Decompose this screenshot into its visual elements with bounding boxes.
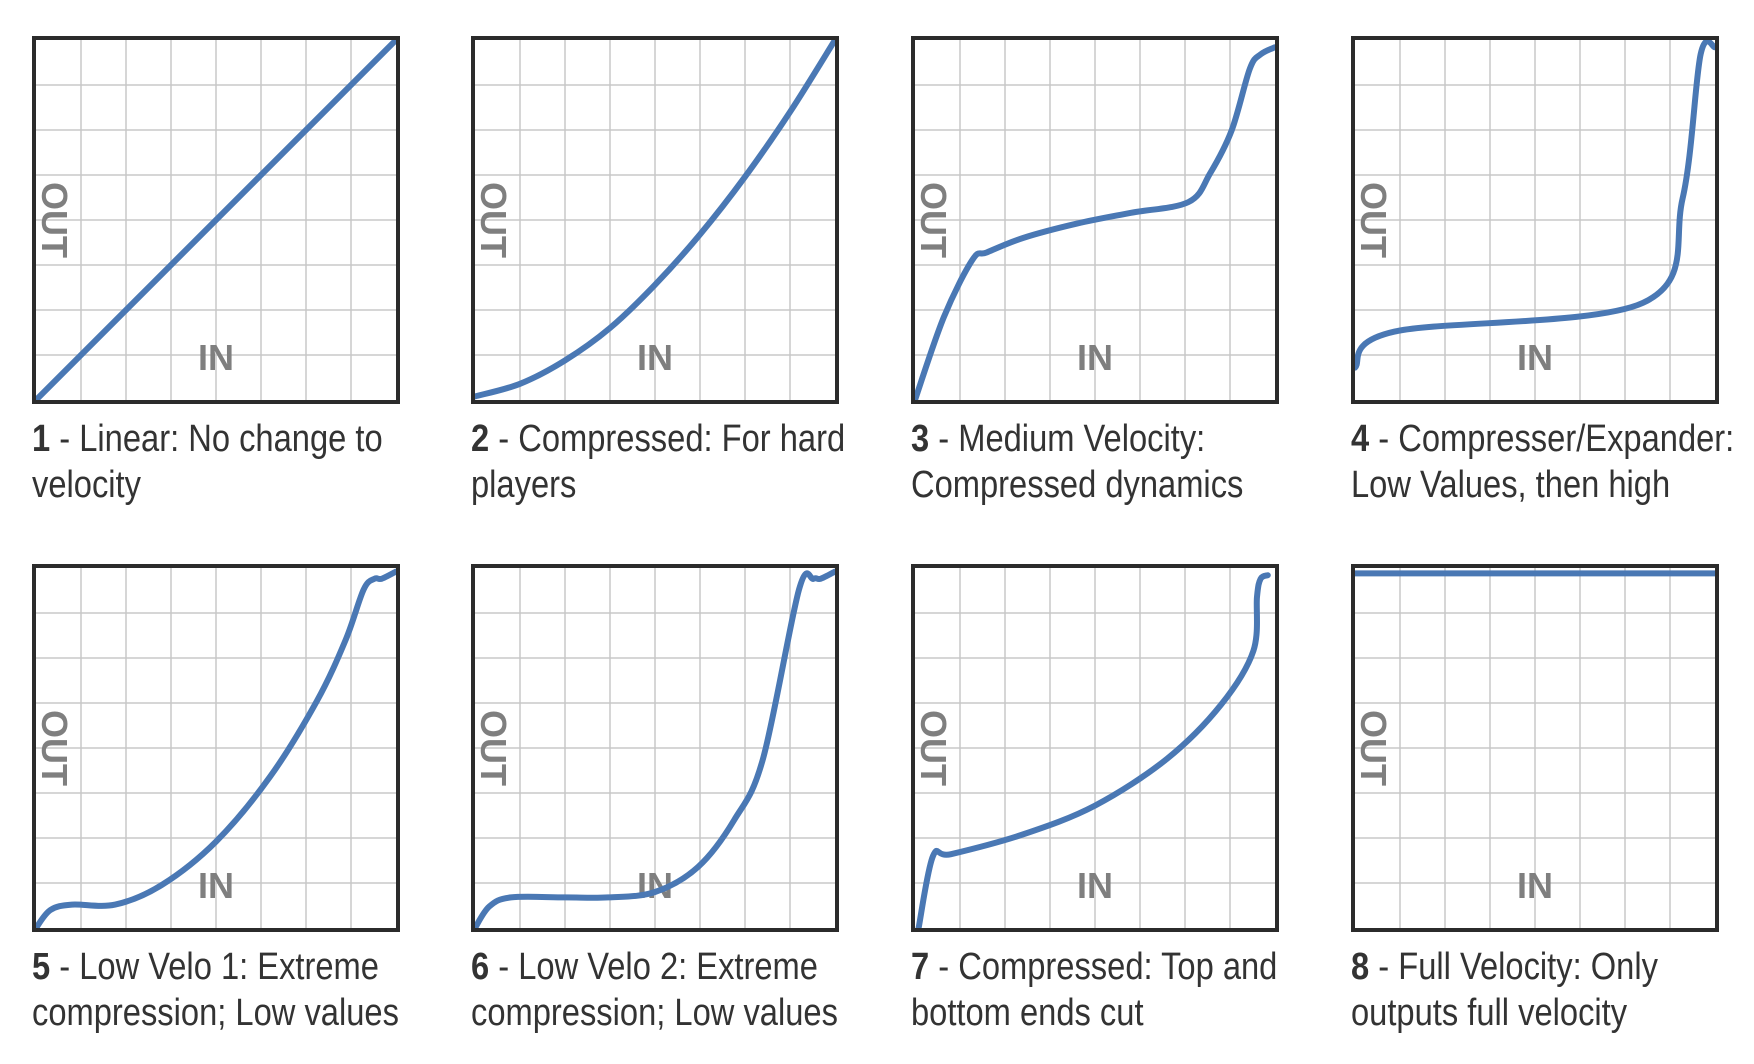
caption-line2: Compressed dynamics [911, 464, 1244, 506]
chart-caption: 5 - Low Velo 1: Extreme compression; Low … [32, 946, 399, 1034]
caption-line2: Low Values, then high [1351, 464, 1671, 506]
velocity-curve-line [472, 37, 838, 400]
caption-line2: velocity [32, 464, 141, 506]
y-axis-label: OUT [34, 710, 75, 786]
caption-line2: compression; Low values [471, 992, 838, 1034]
x-axis-label: IN [1077, 865, 1113, 906]
caption-line1: Medium Velocity: [958, 418, 1206, 460]
plot-area: IN OUT [1351, 36, 1719, 404]
caption-line1: Low Velo 1: Extreme [79, 946, 379, 988]
chart-caption: 7 - Compressed: Top and bottom ends cut [911, 946, 1278, 1034]
caption-line1: Linear: No change to [79, 418, 383, 460]
caption-line1: Compressed: For hard [518, 418, 846, 460]
plot-area: IN OUT [471, 564, 839, 932]
velocity-curve-chart: IN OUT [911, 564, 1279, 932]
caption-line1: Low Velo 2: Extreme [518, 946, 818, 988]
caption-line2: outputs full velocity [1351, 992, 1628, 1034]
plot-frame [471, 564, 839, 932]
x-axis-label: IN [1517, 337, 1553, 378]
chart-caption: 6 - Low Velo 2: Extreme compression; Low … [471, 946, 838, 1034]
caption-number: 4 [1351, 418, 1370, 460]
velocity-curve-chart: IN OUT [32, 36, 400, 404]
caption-number: 3 [911, 418, 930, 460]
caption-number: 5 [32, 946, 51, 988]
x-axis-label: IN [198, 337, 234, 378]
caption-number: 8 [1351, 946, 1370, 988]
velocity-curve-chart: IN OUT [1351, 36, 1719, 404]
plot-area: IN OUT [911, 564, 1279, 932]
velocity-curve-line [912, 44, 1278, 403]
plot-area: IN OUT [911, 36, 1279, 404]
velocity-curve-chart: IN OUT [911, 36, 1279, 404]
plot-frame [471, 36, 839, 404]
plot-frame [1351, 564, 1719, 932]
velocity-curve-line [1352, 38, 1718, 371]
plot-frame [911, 564, 1279, 932]
y-axis-label: OUT [1353, 710, 1394, 786]
plot-area: IN OUT [1351, 564, 1719, 932]
caption-number: 7 [911, 946, 930, 988]
caption-line2: compression; Low values [32, 992, 399, 1034]
velocity-curve-line [33, 568, 399, 931]
caption-number: 6 [471, 946, 490, 988]
x-axis-label: IN [637, 337, 673, 378]
plot-area: IN OUT [32, 564, 400, 932]
y-axis-label: OUT [473, 182, 514, 258]
y-axis-label: OUT [1353, 182, 1394, 258]
y-axis-label: OUT [473, 710, 514, 786]
caption-number: 2 [471, 418, 490, 460]
caption-line2: bottom ends cut [911, 992, 1144, 1034]
velocity-curve-line [915, 572, 1271, 931]
velocity-curve-chart: IN OUT [471, 36, 839, 404]
caption-line1: Compresser/Expander: [1398, 418, 1735, 460]
caption-line1: Full Velocity: Only [1398, 946, 1658, 988]
caption-number: 1 [32, 418, 51, 460]
y-axis-label: OUT [34, 182, 75, 258]
y-axis-label: OUT [913, 710, 954, 786]
plot-area: IN OUT [32, 36, 400, 404]
plot-frame [1351, 36, 1719, 404]
plot-frame [32, 564, 400, 932]
velocity-curve-chart: IN OUT [1351, 564, 1719, 932]
plot-frame [32, 36, 400, 404]
caption-line1: Compressed: Top and [958, 946, 1278, 988]
y-axis-label: OUT [913, 182, 954, 258]
chart-caption: 1 - Linear: No change to velocity [32, 418, 383, 506]
x-axis-label: IN [1517, 865, 1553, 906]
chart-caption: 3 - Medium Velocity: Compressed dynamics [911, 418, 1244, 506]
velocity-curve-chart: IN OUT [32, 564, 400, 932]
x-axis-label: IN [198, 865, 234, 906]
chart-caption: 4 - Compresser/Expander: Low Values, then… [1351, 418, 1735, 506]
chart-caption: 2 - Compressed: For hard players [471, 418, 846, 506]
plot-frame [911, 36, 1279, 404]
chart-caption: 8 - Full Velocity: Only outputs full velo… [1351, 946, 1658, 1034]
caption-line2: players [471, 464, 577, 506]
velocity-curve-line [472, 568, 838, 931]
plot-area: IN OUT [471, 36, 839, 404]
velocity-curve-line [33, 37, 399, 403]
x-axis-label: IN [1077, 337, 1113, 378]
